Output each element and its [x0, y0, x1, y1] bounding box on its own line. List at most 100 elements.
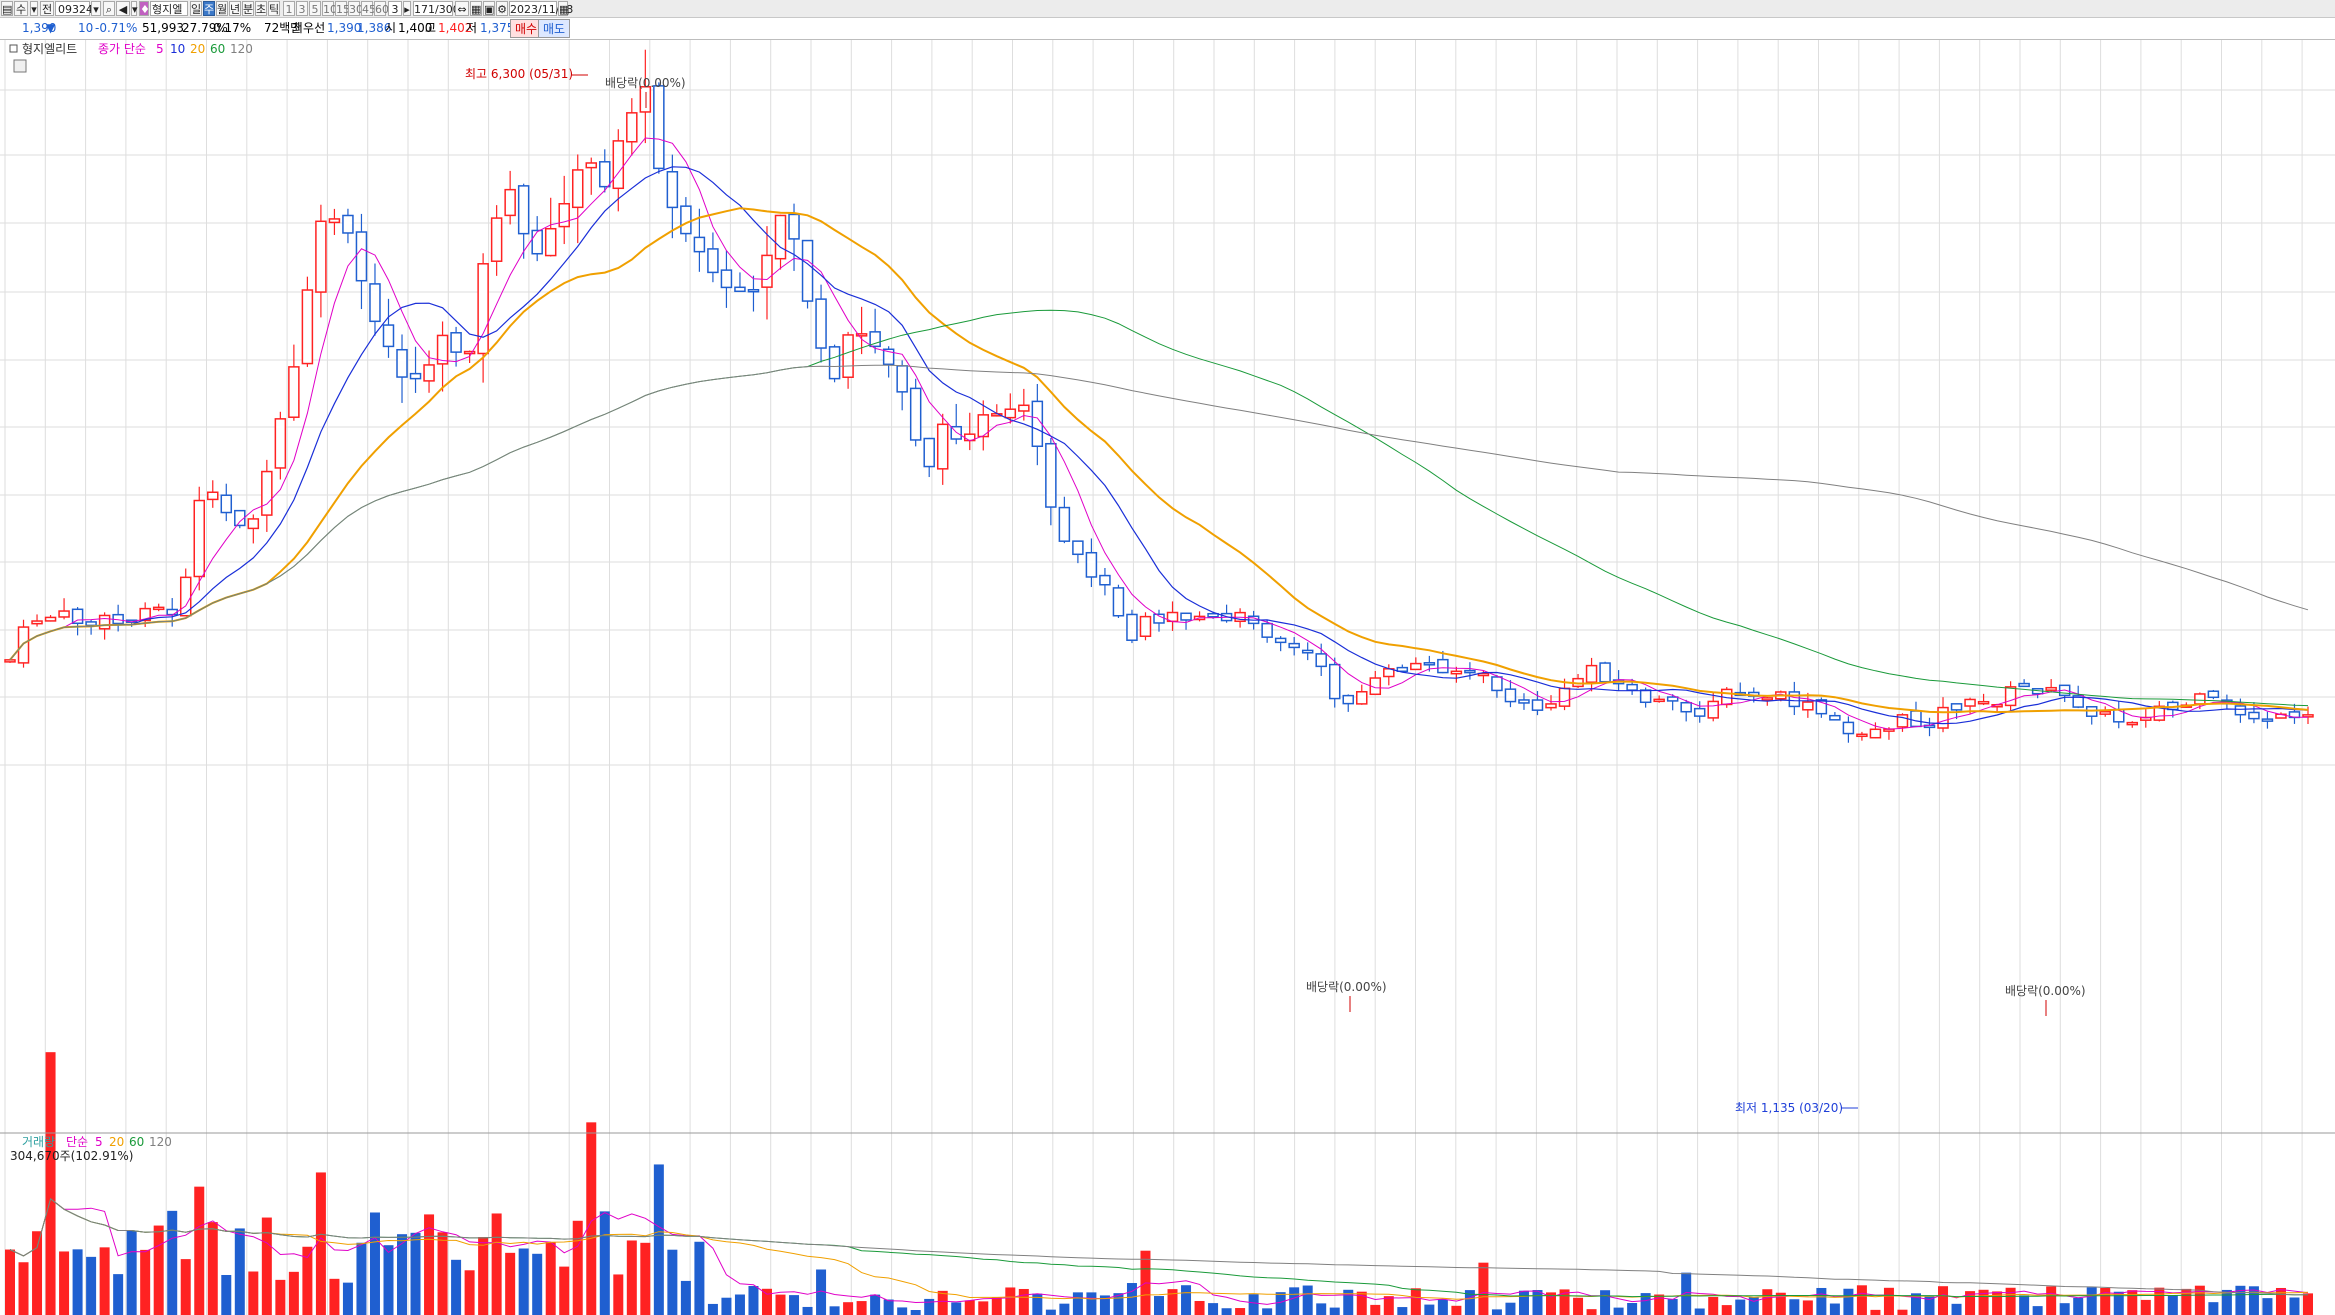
candle-body — [1423, 662, 1436, 666]
stock-code-input[interactable]: 093240 — [55, 1, 100, 16]
volume-bar — [99, 1247, 110, 1315]
candle-body — [1937, 706, 1949, 729]
volume-bar — [2140, 1299, 2151, 1315]
buy-button[interactable]: 매수 — [510, 19, 542, 38]
volume-bar — [1924, 1296, 1935, 1315]
zoom-icon[interactable]: ⇔ — [455, 1, 469, 16]
speaker-dropdown-icon[interactable]: ▾ — [131, 1, 138, 16]
volume-bar — [1018, 1288, 1029, 1315]
volume-bar — [1289, 1287, 1300, 1315]
volume-bar — [802, 1306, 813, 1315]
volume-bar — [991, 1297, 1002, 1315]
unit-toggle[interactable]: 전 — [40, 1, 54, 16]
volume-bar — [505, 1252, 516, 1315]
volume-moving-averages — [9, 1197, 2309, 1305]
volume-bar — [1586, 1309, 1597, 1315]
minute-30-button[interactable]: 30 — [348, 1, 363, 16]
volume-ma5-line — [9, 1197, 2309, 1305]
period-month-tab[interactable]: 월 — [216, 1, 228, 16]
volume-bar — [2248, 1286, 2259, 1315]
period-week-tab[interactable]: 주 — [203, 1, 215, 16]
candle-body — [193, 499, 205, 578]
price-change: 10 — [78, 21, 94, 35]
grid-icon[interactable]: ▦ — [470, 1, 482, 16]
volume-bar — [2154, 1287, 2165, 1315]
volume-bar — [2289, 1297, 2300, 1315]
volume-bar — [1329, 1307, 1340, 1315]
volume-bar — [2167, 1295, 2178, 1315]
period-tick-tab[interactable]: 틱 — [268, 1, 280, 16]
minute-60-button[interactable]: 60 — [374, 1, 389, 16]
sell-button[interactable]: 매도 — [538, 19, 570, 38]
dividend-annotation-3: 배당락(0.00%) — [2005, 984, 2086, 998]
mode-dropdown-icon[interactable]: ▾ — [30, 1, 38, 16]
menu-icon[interactable]: ▤ — [1, 1, 13, 16]
stock-dropdown-icon[interactable]: ▾ — [91, 1, 101, 16]
minute-5-button[interactable]: 5 — [309, 1, 321, 16]
trade-amount: 72백만 — [264, 21, 302, 35]
volume-bar — [1181, 1285, 1192, 1315]
volume-bar — [1735, 1299, 1746, 1315]
volume-bar — [2032, 1306, 2043, 1315]
minute-10-button[interactable]: 10 — [322, 1, 337, 16]
volume-bar — [1816, 1287, 1827, 1315]
volume-bar — [1694, 1308, 1705, 1315]
volume-bar — [451, 1259, 462, 1315]
candle-body — [734, 286, 746, 293]
volume-bar — [829, 1306, 840, 1315]
volume-bar — [2235, 1285, 2246, 1315]
save-icon[interactable]: ▣ — [483, 1, 495, 16]
minute-15-button[interactable]: 15 — [335, 1, 350, 16]
mode-toggle[interactable]: 수 — [14, 1, 28, 16]
gear-icon[interactable]: ⚙ — [496, 1, 508, 16]
candle-body — [2045, 686, 2057, 691]
best-ask: 1,386 — [357, 21, 392, 35]
volume-bar — [397, 1234, 408, 1315]
period-year-tab[interactable]: 년 — [229, 1, 241, 16]
range-input[interactable]: 171/300 — [413, 1, 460, 16]
legend-toggle-icon[interactable] — [9, 44, 18, 53]
volume-bar — [1491, 1309, 1502, 1315]
candle-body — [477, 263, 489, 355]
candle-body — [4, 659, 16, 663]
candle-body — [288, 366, 300, 418]
volume-bar — [2194, 1285, 2205, 1315]
volume-bar — [207, 1222, 218, 1315]
candle-body — [2261, 718, 2274, 722]
candle-body — [274, 418, 287, 469]
volume-bar — [1194, 1300, 1205, 1315]
calendar-icon[interactable]: ▦ — [558, 1, 570, 16]
candle-body — [1072, 540, 1084, 556]
speaker-icon[interactable]: ◀ — [116, 1, 130, 16]
volume-ma120-line — [9, 1197, 2309, 1296]
candle-body — [639, 86, 652, 113]
period-day-tab[interactable]: 일 — [190, 1, 202, 16]
stock-chart[interactable]: 형지엘리트 종가 단순 5 10 20 60 120 최고 6,300 (05/… — [0, 40, 2335, 1315]
date-input[interactable]: 2023/11/13 — [509, 1, 574, 16]
volume-bar — [1356, 1291, 1367, 1315]
volume-bar — [1640, 1293, 1651, 1315]
minute-3-button[interactable]: 3 — [296, 1, 308, 16]
volume-bar — [153, 1225, 164, 1315]
period-minute-tab[interactable]: 분 — [242, 1, 254, 16]
best-quote-label: 최우선 — [292, 21, 326, 35]
count-spinner-icon[interactable]: ▸ — [403, 1, 411, 16]
search-icon[interactable]: ⌕ — [103, 1, 115, 16]
favorite-icon[interactable]: ♦ — [139, 1, 150, 16]
candle-body — [450, 332, 462, 353]
candle-body — [1666, 696, 1679, 702]
minute-45-button[interactable]: 45 — [361, 1, 376, 16]
minute-1-button[interactable]: 1 — [283, 1, 295, 16]
candle-body — [882, 348, 895, 366]
volume-bar — [1762, 1289, 1773, 1315]
indicator-settings-icon[interactable] — [13, 59, 27, 73]
volume-bar — [342, 1282, 353, 1315]
period-second-tab[interactable]: 초 — [255, 1, 267, 16]
count-input[interactable]: 3 — [388, 1, 402, 16]
candle-body — [1599, 662, 1611, 683]
low-price: 1,375 — [480, 21, 515, 35]
candle-body — [1842, 721, 1855, 735]
candle-body — [301, 289, 314, 365]
candle-body — [328, 218, 341, 224]
volume-bar — [978, 1301, 989, 1315]
